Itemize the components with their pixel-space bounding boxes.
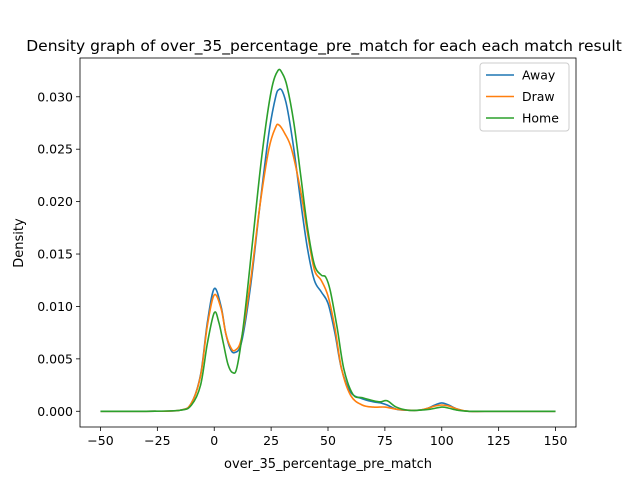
x-tick-label: 75 bbox=[377, 433, 393, 448]
y-tick-label: 0.025 bbox=[37, 142, 73, 157]
legend-label-away: Away bbox=[522, 68, 556, 83]
y-tick-label: 0.010 bbox=[37, 299, 73, 314]
x-tick-label: −25 bbox=[144, 433, 170, 448]
x-axis: −50 −25 0 25 50 75 100 125 150 bbox=[87, 427, 567, 448]
legend-box bbox=[479, 62, 570, 132]
chart-title: Density graph of over_35_percentage_pre_… bbox=[26, 37, 622, 56]
legend-label-home: Home bbox=[522, 111, 559, 126]
y-tick-label: 0.000 bbox=[37, 404, 73, 419]
y-tick-label: 0.015 bbox=[37, 247, 73, 262]
x-tick-label: 0 bbox=[210, 433, 218, 448]
x-axis-label: over_35_percentage_pre_match bbox=[224, 457, 432, 472]
y-tick-label: 0.030 bbox=[37, 89, 73, 104]
x-tick-label: −50 bbox=[87, 433, 113, 448]
x-tick-label: 150 bbox=[544, 433, 568, 448]
y-tick-label: 0.005 bbox=[37, 351, 73, 366]
legend: Away Draw Home bbox=[479, 62, 570, 132]
plot-area bbox=[100, 68, 556, 413]
y-axis-label: Density bbox=[12, 218, 27, 268]
legend-label-draw: Draw bbox=[522, 89, 555, 104]
plot-frame bbox=[79, 57, 577, 428]
x-tick-label: 125 bbox=[487, 433, 511, 448]
x-tick-label: 100 bbox=[430, 433, 454, 448]
x-tick-label: 25 bbox=[263, 433, 279, 448]
x-tick-label: 50 bbox=[320, 433, 336, 448]
series-line-home bbox=[100, 68, 556, 413]
y-tick-label: 0.020 bbox=[37, 194, 73, 209]
series-line-draw bbox=[100, 123, 556, 413]
y-axis: 0.000 0.005 0.010 0.015 0.020 0.025 0.030 bbox=[37, 89, 80, 419]
